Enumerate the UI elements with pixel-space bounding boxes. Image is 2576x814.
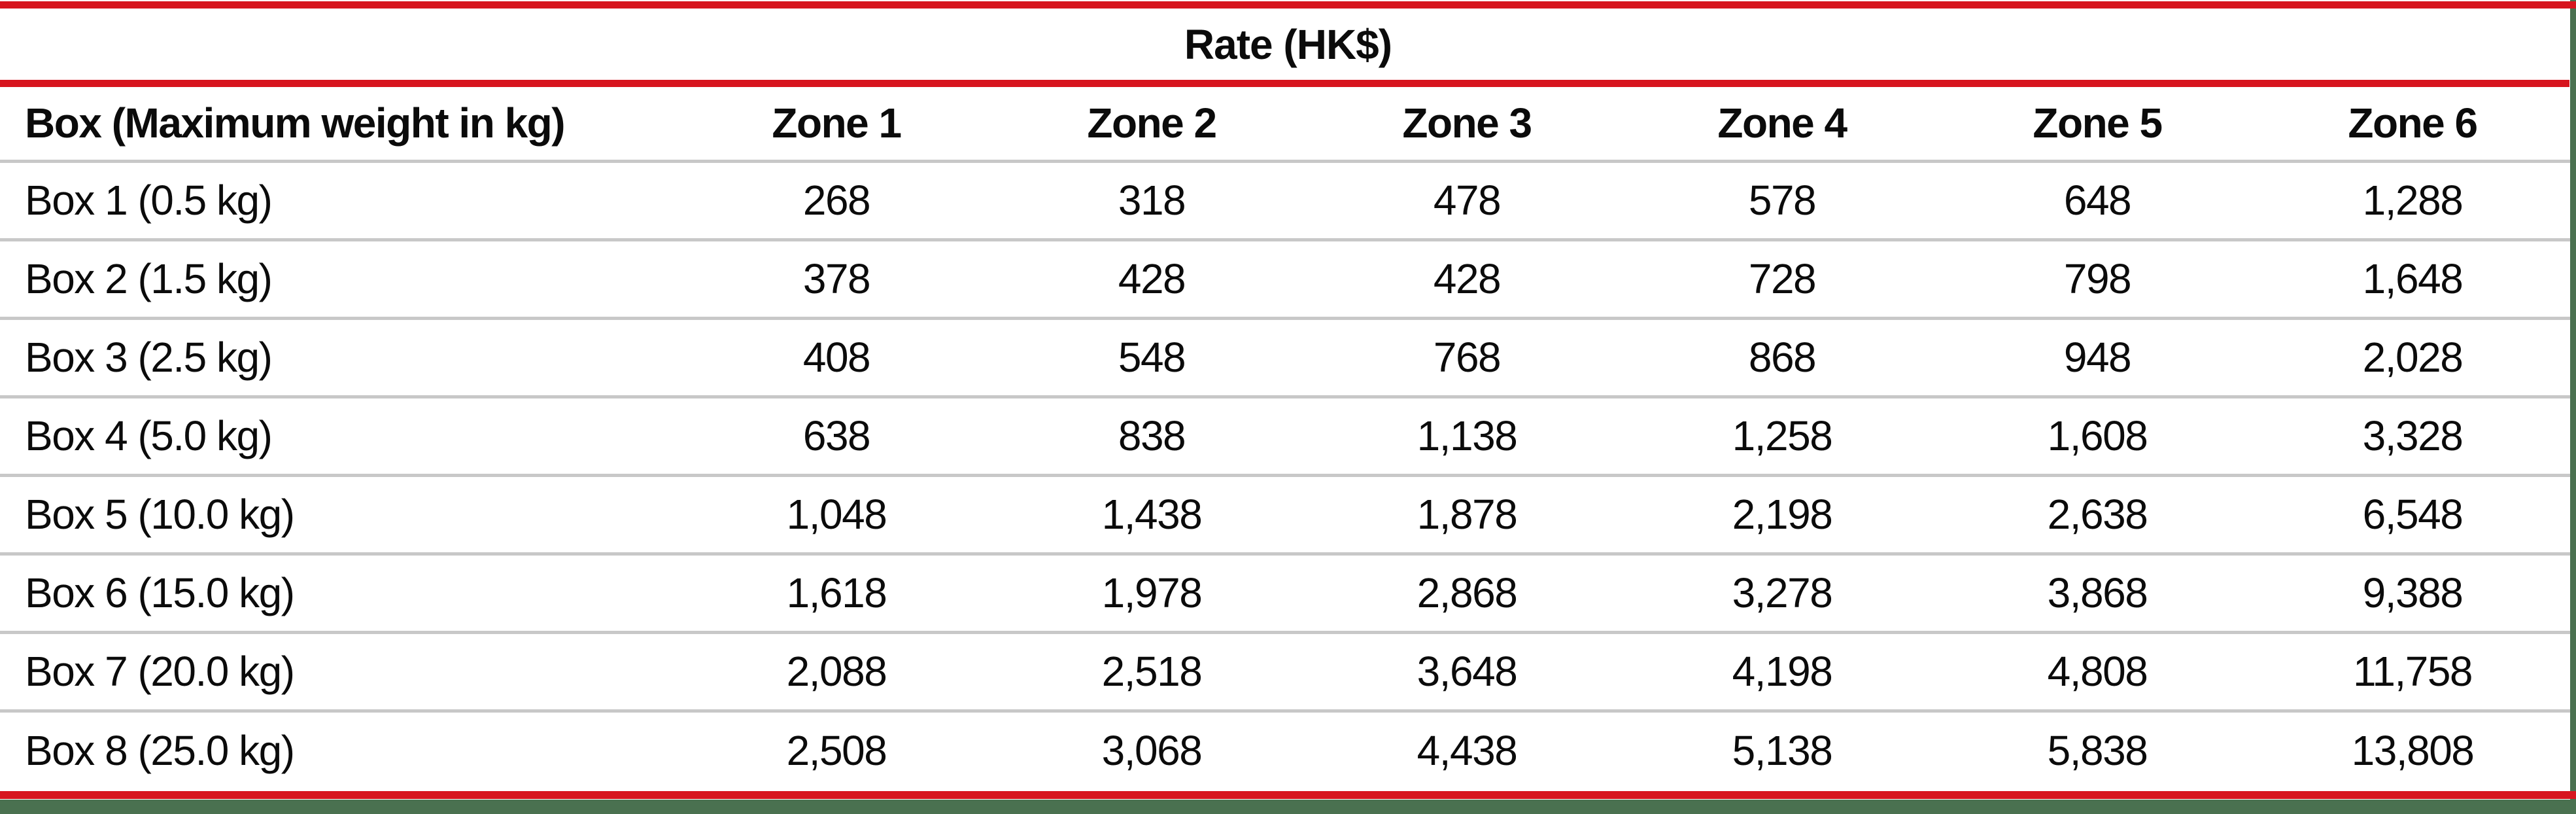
rate-value: 838 [994,395,1309,475]
rate-value: 648 [1940,159,2255,239]
rate-value: 4,198 [1624,630,1940,711]
table-row: Box 1 (0.5 kg) 268 318 478 578 648 1,288 [0,159,2570,239]
rate-value: 3,278 [1624,552,1940,632]
table-title-row: Rate (HK$) [0,9,2576,80]
rate-value: 9,388 [2255,552,2570,632]
rate-value: 768 [1309,316,1624,397]
rate-value: 1,618 [679,552,994,632]
rate-value: 1,138 [1309,395,1624,475]
table-row: Box 7 (20.0 kg) 2,088 2,518 3,648 4,198 … [0,630,2570,711]
table-row: Box 8 (25.0 kg) 2,508 3,068 4,438 5,138 … [0,709,2570,789]
box-label: Box 7 (20.0 kg) [0,630,679,711]
rate-value: 5,838 [1940,709,2255,789]
rate-value: 578 [1624,159,1940,239]
page-background-right-strip [2570,0,2576,814]
rate-value: 408 [679,316,994,397]
rate-value: 2,028 [2255,316,2570,397]
rate-value: 3,868 [1940,552,2255,632]
rate-value: 378 [679,238,994,318]
box-label: Box 2 (1.5 kg) [0,238,679,318]
rate-value: 2,198 [1624,473,1940,554]
rate-value: 428 [994,238,1309,318]
rate-value: 868 [1624,316,1940,397]
table-header-rule [0,80,2569,87]
rate-value: 1,288 [2255,159,2570,239]
table-row: Box 4 (5.0 kg) 638 838 1,138 1,258 1,608… [0,395,2570,475]
rate-value: 11,758 [2255,630,2570,711]
shipping-rate-table: Box (Maximum weight in kg) Zone 1 Zone 2… [0,87,2570,789]
rate-value: 478 [1309,159,1624,239]
rate-value: 318 [994,159,1309,239]
table-row: Box 2 (1.5 kg) 378 428 428 728 798 1,648 [0,238,2570,318]
rate-value: 728 [1624,238,1940,318]
table-row: Box 6 (15.0 kg) 1,618 1,978 2,868 3,278 … [0,552,2570,632]
rate-value: 3,648 [1309,630,1624,711]
rate-value: 2,088 [679,630,994,711]
rate-value: 1,258 [1624,395,1940,475]
rate-value: 2,638 [1940,473,2255,554]
box-label: Box 1 (0.5 kg) [0,159,679,239]
column-header-zone-5: Zone 5 [2033,99,2163,147]
column-header-box: Box (Maximum weight in kg) [25,99,566,147]
rate-value: 1,978 [994,552,1309,632]
rate-value: 428 [1309,238,1624,318]
rate-value: 1,878 [1309,473,1624,554]
rate-value: 268 [679,159,994,239]
column-header-zone-6: Zone 6 [2348,99,2478,147]
rate-value: 1,648 [2255,238,2570,318]
rate-value: 798 [1940,238,2255,318]
table-top-rule [0,1,2576,9]
box-label: Box 5 (10.0 kg) [0,473,679,554]
column-header-zone-3: Zone 3 [1402,99,1532,147]
box-label: Box 4 (5.0 kg) [0,395,679,475]
rate-value: 13,808 [2255,709,2570,789]
box-label: Box 6 (15.0 kg) [0,552,679,632]
rate-value: 3,328 [2255,395,2570,475]
rate-value: 948 [1940,316,2255,397]
rate-value: 3,068 [994,709,1309,789]
rate-value: 1,608 [1940,395,2255,475]
rate-value: 4,438 [1309,709,1624,789]
rate-value: 5,138 [1624,709,1940,789]
box-label: Box 8 (25.0 kg) [0,709,679,789]
rate-value: 2,868 [1309,552,1624,632]
rate-value: 638 [679,395,994,475]
rate-value: 2,508 [679,709,994,789]
table-title: Rate (HK$) [1184,20,1392,68]
column-header-zone-4: Zone 4 [1717,99,1847,147]
rate-value: 6,548 [2255,473,2570,554]
column-header-zone-1: Zone 1 [772,99,902,147]
rate-value: 1,048 [679,473,994,554]
page-background-bottom-strip [0,800,2576,814]
rate-value: 2,518 [994,630,1309,711]
rate-value: 548 [994,316,1309,397]
table-header-row: Box (Maximum weight in kg) Zone 1 Zone 2… [0,87,2570,161]
table-row: Box 5 (10.0 kg) 1,048 1,438 1,878 2,198 … [0,473,2570,554]
column-header-zone-2: Zone 2 [1087,99,1217,147]
table-bottom-rule [0,791,2576,799]
rate-value: 1,438 [994,473,1309,554]
table-row: Box 3 (2.5 kg) 408 548 768 868 948 2,028 [0,316,2570,397]
box-label: Box 3 (2.5 kg) [0,316,679,397]
rate-value: 4,808 [1940,630,2255,711]
